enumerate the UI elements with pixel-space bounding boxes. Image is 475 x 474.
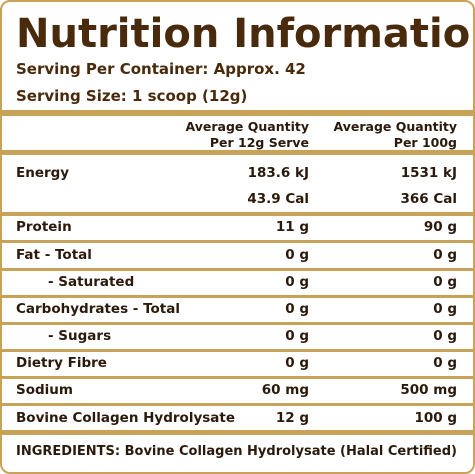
row-label: Energy [16, 165, 70, 181]
per-serve: 12 g [275, 410, 309, 426]
per-100g: 0 g [433, 355, 457, 371]
per-serve: 60 mg [261, 382, 309, 398]
per-100g: 366 Cal [400, 191, 457, 207]
serving-line: Serving Size: 1 scoop (12g) [16, 87, 248, 105]
per-serve: 0 g [285, 274, 309, 290]
divider [2, 295, 473, 298]
row-label: Sodium [16, 382, 73, 398]
per-serve: 0 g [285, 328, 309, 344]
per-100g: 1531 kJ [400, 165, 457, 181]
per-serve: 183.6 kJ [247, 165, 309, 181]
per-serve: 0 g [285, 301, 309, 317]
per-100g: 90 g [423, 219, 457, 235]
per-serve: 43.9 Cal [247, 191, 309, 207]
per-100g: 100 g [414, 410, 457, 426]
divider [2, 376, 473, 379]
divider [2, 349, 473, 352]
title: Nutrition Information [16, 11, 475, 57]
per-100g: 0 g [433, 274, 457, 290]
divider [2, 322, 473, 325]
row-label: Fat - Total [16, 247, 92, 263]
row-label: Carbohydrates - Total [16, 301, 180, 317]
divider [2, 150, 473, 155]
divider [2, 430, 473, 435]
divider [2, 110, 473, 116]
divider [2, 212, 473, 216]
per-100g: 0 g [433, 328, 457, 344]
divider [2, 268, 473, 271]
ingredients: INGREDIENTS: Bovine Collagen Hydrolysate… [16, 444, 457, 459]
per-serve: 0 g [285, 355, 309, 371]
row-label: - Sugars [48, 328, 112, 344]
row-label: - Saturated [48, 274, 135, 290]
row-label: Bovine Collagen Hydrolysate [16, 410, 236, 426]
row-label: Protein [16, 219, 72, 235]
serving-line: Serving Per Container: Approx. 42 [16, 60, 306, 78]
divider [2, 403, 473, 406]
per-100g: 0 g [433, 247, 457, 263]
per-100g: 0 g [433, 301, 457, 317]
per-serve: 0 g [285, 247, 309, 263]
divider [2, 240, 473, 243]
per-100g: 500 mg [400, 382, 457, 398]
column-header: Average Quantity Per 12g Serve [185, 119, 309, 150]
column-header: Average Quantity Per 100g [333, 119, 457, 150]
row-label: Dietry Fibre [16, 355, 107, 371]
per-serve: 11 g [275, 219, 309, 235]
